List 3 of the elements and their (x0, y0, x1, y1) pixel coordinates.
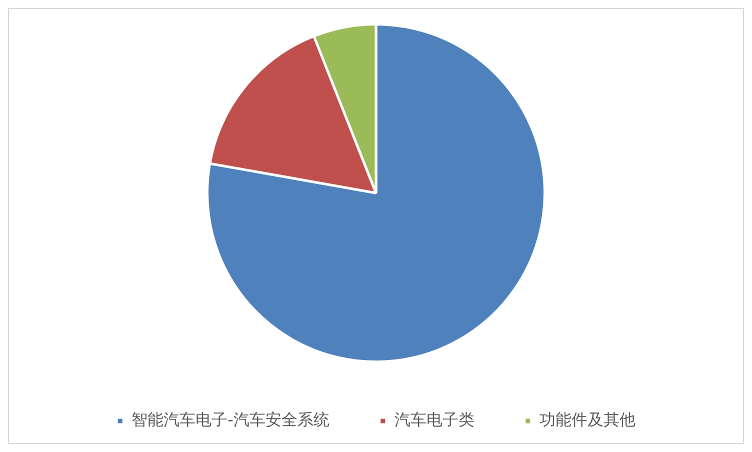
legend-label: 功能件及其他 (539, 410, 636, 430)
legend-label: 智能汽车电子-汽车安全系统 (132, 410, 330, 430)
legend-label: 汽车电子类 (394, 410, 474, 430)
